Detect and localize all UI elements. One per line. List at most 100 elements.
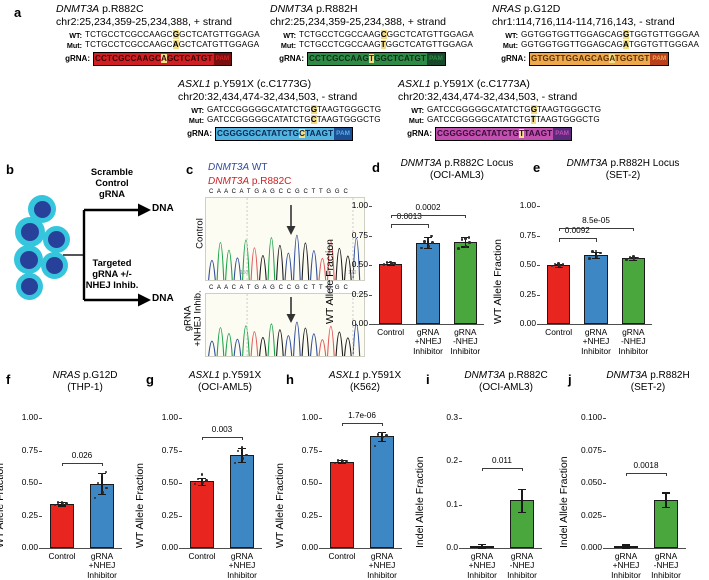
error-bar-cap-upper [517,488,527,490]
grna-sequence: CCTCGCCAAGCAGCTCATGT [94,53,214,66]
chromatogram-row1-label: Control [194,218,206,249]
sequence-row-mut: Mut: GGTGGTGGTTGGAGCAGATGGTGTTGGGAA [492,40,700,50]
y-tick-label: 0.75 [21,444,38,455]
error-bar-cap-lower [477,547,487,549]
chart-title-gene: DNMT3A [400,158,442,169]
y-tick-label: 0.50 [21,477,38,487]
y-tick-mark [319,483,322,484]
data-point [468,241,471,244]
error-bar-cap-lower [423,248,433,250]
data-point [464,237,467,240]
x-tick-label: Control [188,551,216,561]
sequence-bases: TCTGCCTCGCCAAGCAGCTCATGTTGGAGA [85,40,260,50]
x-tick-label: gRNA -NHEJ Inhibitor [651,551,681,580]
nucleus-3 [48,231,65,248]
p-value-label: 0.0002 [415,202,441,212]
grna-sequence-box: CCTCGCCAAGCAGCTCATGT PAM [93,52,233,67]
sequence-row-grna: gRNA: CGGGGGCATATCTGCTAAGT PAM [178,127,381,142]
bar-e-1[interactable] [547,265,571,324]
gene-symbol: ASXL1 [178,78,211,90]
data-point [380,431,384,435]
y-tick-label: 0.1 [446,498,458,509]
bar-f-1[interactable] [49,503,75,548]
y-tick-label: 0.50 [161,477,178,487]
bar-h-2[interactable] [369,436,395,548]
data-point [233,461,237,465]
bar-e-3[interactable] [621,258,645,324]
sequence-bases: TCTGCCTCGCCAAGCGGCTCATGTTGGAGA [299,30,474,39]
grna-sequence: CGGGGGCATATCTGCTAAGT [216,128,335,141]
grna-row-label: gRNA: [279,54,304,64]
cell-1 [28,195,56,223]
chart-subtitle: (SET-2) [630,381,666,393]
bar-d-2[interactable] [416,242,440,324]
bar-d-1[interactable] [379,263,403,324]
variant-label: p.Y591X (c.C1773G) [210,78,312,90]
sequence-row-label: WT: [69,30,82,40]
error-bar-line [521,488,523,513]
data-point [61,502,65,506]
chart-title-gene: DNMT3A [464,370,506,381]
chart-title-g: ASXL1 p.Y591X (OCI-AML5) [170,370,280,393]
p-value-label: 1.7e-06 [348,410,376,420]
grna-sequence: CCTCGCCAAGTGGCTCATGT [308,53,428,66]
nucleus-1 [33,200,51,218]
chart-title-gene: DNMT3A [606,370,648,381]
error-bar-cap-lower [629,259,638,261]
x-axis-line [462,548,542,550]
error-bar-cap-lower [386,265,395,267]
grna-variant-base: A [160,54,167,64]
chart-subtitle: (OCI-AML3) [479,381,533,393]
chart-title-rest: p.Y591X [219,370,262,381]
significance-tick [596,238,597,242]
significance-line [626,472,666,474]
bar-d-3[interactable] [453,241,477,324]
gene-symbol: DNMT3A [270,3,314,15]
y-tick-mark [459,548,462,549]
data-point [53,503,57,507]
error-bar-cap-upper [197,477,207,479]
gene-symbol: ASXL1 [398,78,431,90]
chart-subtitle: (K562) [349,381,380,393]
y-tick-mark [39,515,42,517]
error-bar-cap-lower [661,506,671,508]
variant-base: T [530,115,536,125]
y-tick-label: 0.75 [161,444,178,455]
significance-tick [242,436,243,441]
data-point [345,459,348,463]
bar-h-1[interactable] [329,461,355,548]
chart-title-rest: p.R882H Locus [607,158,680,169]
grna-row-label: gRNA: [187,129,212,139]
nucleus-6 [21,278,38,295]
bar-g-2[interactable] [229,455,255,548]
bar-e-2[interactable] [584,254,608,324]
p-value-label: 0.0018 [633,460,659,470]
y-tick-mark [39,418,42,419]
flow-arrows [63,203,151,307]
sequence-row-mut: Mut: GATCCGGGGGCATATCTGTTAAGTGGGCTG [398,115,601,125]
significance-tick [202,436,203,441]
sequence-block-1: DNMT3A p.R882C chr2:25,234,359-25,234,388… [56,3,260,67]
significance-tick [558,238,560,242]
chrom-mut-gene: DNMT3A [208,176,250,187]
data-point [558,264,561,267]
chart-title-gene: NRAS [52,370,81,381]
data-point [341,460,345,464]
variant-label: p.Y591X (c.C1773A) [430,78,530,90]
panel-letter-a: a [14,5,22,20]
data-point [65,502,68,505]
y-tick-mark [319,418,322,419]
y-tick-mark [603,548,606,549]
y-tick-label: 1.00 [351,200,368,210]
sequence-coordinates: chr20:32,434,474-32,434,503, - strand [178,91,358,103]
x-tick-label: Control [545,327,573,337]
y-axis-label: WT Allele Fraction [324,239,336,324]
grna-variant-base: A [609,54,615,64]
grna-sequence-box: CGGGGGCATATCTGCTAAGT PAM [215,127,353,142]
error-bar-cap-upper [661,492,671,494]
sequence-coordinates: chr20:32,434,474-32,434,503, - strand [398,91,578,103]
y-tick-mark [39,548,42,549]
bar-g-1[interactable] [189,481,215,548]
grna-sequence: CGGGGGCATATCTGTTAAGT [436,128,554,141]
sequence-row-wt: WT: TCTGCCTCGCCAAGCGGCTCATGTTGGAGA [56,30,260,40]
